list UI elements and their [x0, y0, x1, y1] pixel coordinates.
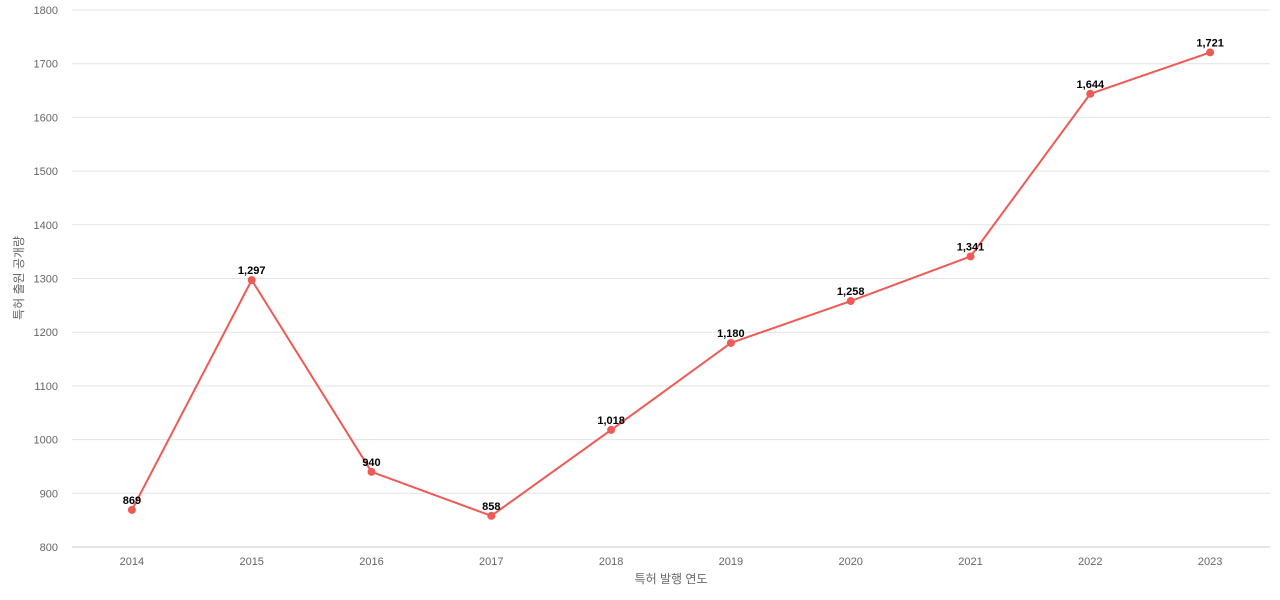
- x-tick-label: 2019: [719, 556, 743, 568]
- y-tick-label: 1600: [34, 112, 58, 124]
- data-label: 1,180: [717, 328, 745, 340]
- x-tick-label: 2016: [359, 556, 383, 568]
- data-label: 858: [482, 501, 500, 513]
- series-layer: [127, 48, 1215, 520]
- data-point: [487, 511, 496, 520]
- y-tick-label: 1800: [34, 5, 58, 17]
- data-point: [846, 297, 855, 306]
- x-axis-title: 특허 발행 연도: [635, 571, 708, 586]
- x-tick-label: 2020: [838, 556, 862, 568]
- y-tick-label: 1200: [34, 327, 58, 339]
- data-point: [367, 467, 376, 476]
- data-point: [607, 425, 616, 434]
- data-label: 1,258: [837, 286, 865, 298]
- y-tick-label: 1000: [34, 435, 58, 447]
- x-tick-label: 2014: [120, 556, 144, 568]
- data-label-layer: 869 1,297 940 858 1,018 1,180 1,258 1,341 1,644 1…: [123, 37, 1224, 512]
- y-axis-title: 특허 출원 공개량: [12, 236, 26, 320]
- x-tick-label: 2015: [239, 556, 263, 568]
- x-axis-ticks: 2014 2015 2016 2017 2018 2019 2020 2021 2022 2023: [120, 556, 1223, 568]
- data-point: [1206, 48, 1215, 57]
- x-tick-label: 2021: [958, 556, 982, 568]
- y-tick-label: 1400: [34, 220, 58, 232]
- y-tick-label: 1500: [34, 166, 58, 178]
- data-label: 1,721: [1196, 37, 1224, 49]
- series-line: [131, 51, 1211, 517]
- x-tick-label: 2018: [599, 556, 623, 568]
- data-point: [127, 505, 136, 514]
- grid-layer: [72, 9, 1270, 548]
- x-tick-label: 2017: [479, 556, 503, 568]
- data-label: 1,297: [238, 265, 266, 277]
- data-point: [966, 252, 975, 261]
- data-point: [1086, 89, 1095, 98]
- data-label: 1,341: [957, 241, 985, 253]
- data-point: [247, 276, 256, 285]
- y-tick-label: 800: [40, 542, 58, 554]
- data-label: 1,644: [1077, 79, 1105, 91]
- data-point: [726, 338, 735, 347]
- y-tick-label: 1700: [34, 59, 58, 71]
- y-tick-label: 1100: [34, 381, 58, 393]
- y-tick-label: 900: [40, 488, 58, 500]
- data-label: 940: [362, 457, 380, 469]
- x-tick-label: 2022: [1078, 556, 1102, 568]
- y-axis-ticks: 800 900 1000 1100 1200 1300 1400 1500 1600 1700 18…: [34, 5, 58, 554]
- x-tick-label: 2023: [1198, 556, 1222, 568]
- y-tick-label: 1300: [34, 274, 58, 286]
- data-label: 1,018: [597, 415, 625, 427]
- data-label: 869: [123, 495, 141, 507]
